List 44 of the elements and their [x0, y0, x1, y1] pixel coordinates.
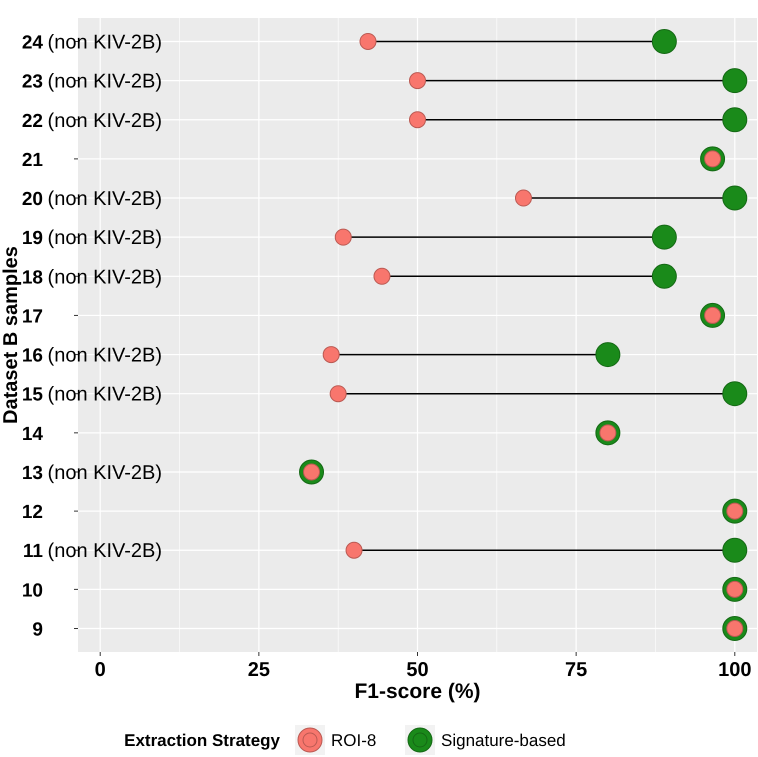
y-tick-label: 22 (non KIV-2B)	[22, 110, 162, 132]
y-tick-label: 9	[32, 620, 43, 641]
point	[322, 346, 340, 364]
y-tick-label: 15 (non KIV-2B)	[22, 384, 162, 406]
point	[722, 186, 748, 211]
x-tick-label: 25	[248, 659, 270, 681]
point	[330, 385, 347, 402]
y-tick-label: 23 (non KIV-2B)	[22, 70, 162, 93]
point	[722, 107, 748, 132]
x-tick-label: 0	[94, 659, 106, 681]
y-tick-label: 10	[22, 580, 43, 602]
point	[652, 28, 677, 54]
y-tick-label: 17	[22, 306, 43, 328]
legend-title: Extraction Strategy	[124, 731, 281, 750]
point	[722, 538, 748, 563]
point	[722, 68, 748, 94]
point	[514, 190, 532, 207]
y-axis-title: Dataset B samples	[0, 246, 22, 424]
y-tick-label: 24 (non KIV-2B)	[22, 31, 162, 54]
y-tick-label: 16 (non KIV-2B)	[22, 344, 162, 367]
point	[360, 32, 377, 50]
point	[652, 224, 677, 250]
legend-label: ROI-8	[331, 731, 376, 750]
point	[346, 542, 363, 559]
y-tick-label: 12	[22, 502, 43, 524]
x-tick-label: 50	[406, 659, 429, 681]
x-tick-label: 100	[718, 659, 752, 681]
legend-label: Signature-based	[441, 731, 566, 750]
point	[652, 264, 677, 289]
point	[722, 381, 748, 406]
y-tick-label: 19 (non KIV-2B)	[22, 227, 162, 250]
y-tick-label: 20 (non KIV-2B)	[22, 188, 162, 210]
x-axis-title: F1-score (%)	[354, 680, 481, 703]
point	[409, 111, 426, 128]
y-tick-label: 18 (non KIV-2B)	[22, 266, 162, 288]
point	[334, 228, 352, 246]
point	[595, 342, 620, 368]
point	[409, 72, 426, 90]
y-tick-label: 14	[22, 424, 44, 445]
x-tick-label: 75	[565, 659, 588, 681]
y-tick-label: 21	[22, 150, 44, 171]
y-tick-label: 11 (non KIV-2B)	[22, 540, 162, 562]
y-tick-label: 13 (non KIV-2B)	[22, 462, 162, 484]
point	[373, 268, 390, 285]
